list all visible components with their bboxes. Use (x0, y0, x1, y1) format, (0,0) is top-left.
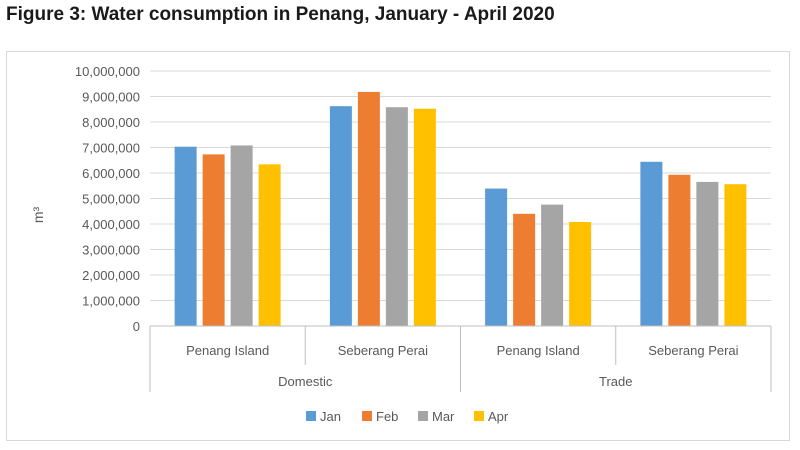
bar-mar (230, 145, 253, 326)
y-tick-label: 3,000,000 (82, 243, 140, 258)
bar-apr (258, 164, 281, 326)
x-category-label: Penang Island (186, 343, 269, 358)
x-group-label: Trade (599, 374, 632, 389)
bar-jan (329, 106, 352, 326)
y-axis-label: m³ (30, 207, 46, 224)
legend-label: Jan (320, 409, 341, 424)
y-tick-label: 8,000,000 (82, 115, 140, 130)
x-group-label: Domestic (278, 374, 333, 389)
bar-apr (724, 184, 747, 326)
legend-swatch-jan (306, 411, 316, 421)
bar-feb (357, 91, 380, 326)
y-tick-label: 2,000,000 (82, 268, 140, 283)
gridlines (150, 70, 771, 327)
chart-area: 0 1,000,000 2,000,000 3,000,000 4,000,000 5,0… (6, 51, 790, 441)
y-tick-label: 9,000,000 (82, 90, 140, 105)
y-tick-label: 0 (133, 319, 140, 334)
y-tick-label: 10,000,000 (75, 64, 140, 79)
x-category-labels: Penang Island Seberang Perai Penang Island… (186, 343, 739, 389)
legend-swatch-mar (418, 411, 428, 421)
y-tick-label: 7,000,000 (82, 141, 140, 156)
bar-apr (413, 108, 436, 326)
bar-mar (541, 204, 564, 326)
bar-feb (513, 213, 536, 326)
bar-jan (485, 188, 508, 326)
y-tick-label: 6,000,000 (82, 166, 140, 181)
legend-label: Mar (432, 409, 455, 424)
x-category-label: Penang Island (497, 343, 580, 358)
bar-jan (640, 161, 663, 326)
y-tick-labels: 0 1,000,000 2,000,000 3,000,000 4,000,000 5,0… (75, 64, 140, 334)
bar-apr (569, 221, 592, 326)
bar-mar (696, 181, 719, 326)
bar-chart: 0 1,000,000 2,000,000 3,000,000 4,000,000 5,0… (30, 64, 772, 424)
legend-swatch-feb (362, 411, 372, 421)
bar-mar (385, 107, 408, 327)
legend-label: Feb (376, 409, 398, 424)
bar-feb (668, 174, 691, 326)
y-tick-label: 1,000,000 (82, 294, 140, 309)
bar-feb (202, 154, 225, 326)
x-category-label: Seberang Perai (648, 343, 738, 358)
figure-title: Figure 3: Water consumption in Penang, J… (6, 4, 555, 25)
y-tick-label: 5,000,000 (82, 192, 140, 207)
x-category-label: Seberang Perai (338, 343, 428, 358)
legend-swatch-apr (474, 411, 484, 421)
bars (174, 91, 747, 327)
axes (149, 325, 772, 392)
legend-label: Apr (488, 409, 509, 424)
y-tick-label: 4,000,000 (82, 217, 140, 232)
bar-jan (174, 146, 197, 326)
legend: Jan Feb Mar Apr (306, 409, 509, 424)
